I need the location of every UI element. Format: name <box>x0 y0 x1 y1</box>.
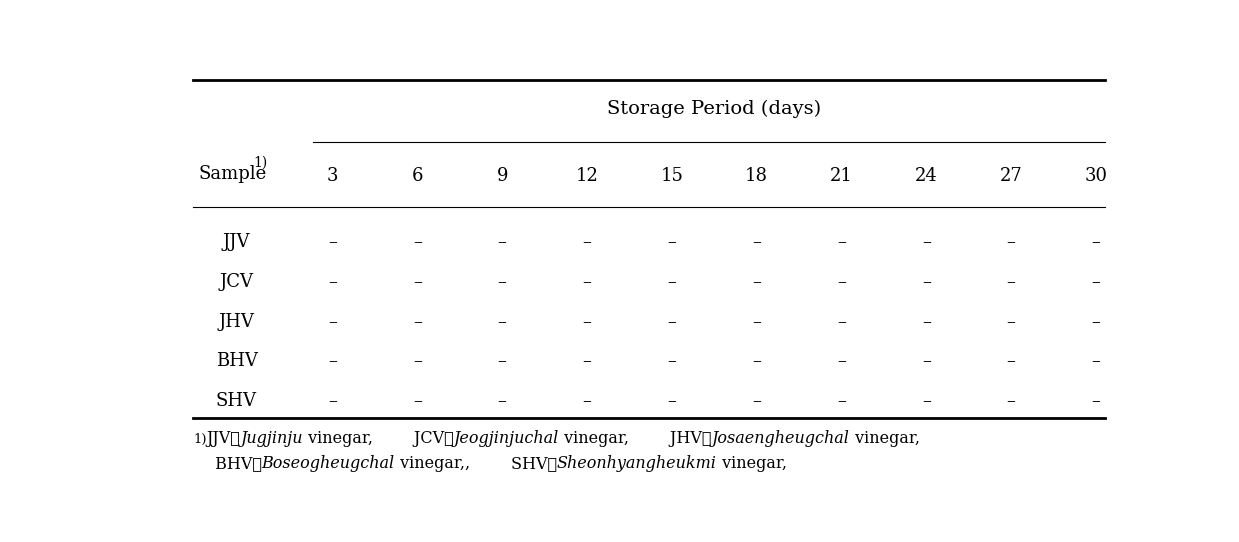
Text: –: – <box>922 273 930 291</box>
Text: –: – <box>838 273 846 291</box>
Text: –: – <box>922 234 930 251</box>
Text: Jugjinju: Jugjinju <box>240 430 304 447</box>
Text: BHV: BHV <box>216 352 258 370</box>
Text: –: – <box>1006 313 1016 331</box>
Text: –: – <box>328 352 337 370</box>
Text: JJV：: JJV： <box>207 430 240 447</box>
Text: 15: 15 <box>660 166 683 185</box>
Text: –: – <box>668 234 676 251</box>
Text: –: – <box>668 352 676 370</box>
Text: 9: 9 <box>497 166 508 185</box>
Text: –: – <box>498 352 507 370</box>
Text: –: – <box>838 313 846 331</box>
Text: –: – <box>582 313 591 331</box>
Text: 3: 3 <box>327 166 338 185</box>
Text: –: – <box>1092 234 1100 251</box>
Text: –: – <box>328 313 337 331</box>
Text: Sheonhyangheukmi: Sheonhyangheukmi <box>558 455 717 472</box>
Text: BHV：: BHV： <box>209 455 261 472</box>
Text: –: – <box>413 352 421 370</box>
Text: –: – <box>1092 352 1100 370</box>
Text: Boseogheugchal: Boseogheugchal <box>261 455 395 472</box>
Text: 1): 1) <box>254 156 268 170</box>
Text: –: – <box>582 234 591 251</box>
Text: –: – <box>1006 273 1016 291</box>
Text: –: – <box>1092 313 1100 331</box>
Text: –: – <box>752 313 761 331</box>
Text: 12: 12 <box>576 166 598 185</box>
Text: –: – <box>1092 273 1100 291</box>
Text: –: – <box>413 234 421 251</box>
Text: –: – <box>668 273 676 291</box>
Text: –: – <box>752 352 761 370</box>
Text: 30: 30 <box>1084 166 1108 185</box>
Text: –: – <box>1092 392 1100 410</box>
Text: –: – <box>1006 352 1016 370</box>
Text: Josaengheugchal: Josaengheugchal <box>711 430 850 447</box>
Text: JCV：: JCV： <box>373 430 453 447</box>
Text: –: – <box>582 392 591 410</box>
Text: –: – <box>922 352 930 370</box>
Text: –: – <box>328 234 337 251</box>
Text: 18: 18 <box>745 166 768 185</box>
Text: JHV：: JHV： <box>629 430 711 447</box>
Text: JJV: JJV <box>223 234 250 251</box>
Text: –: – <box>498 234 507 251</box>
Text: –: – <box>668 392 676 410</box>
Text: –: – <box>498 273 507 291</box>
Text: JHV: JHV <box>218 313 254 331</box>
Text: SHV: SHV <box>216 392 256 410</box>
Text: –: – <box>413 313 421 331</box>
Text: 27: 27 <box>1000 166 1022 185</box>
Text: –: – <box>498 313 507 331</box>
Text: –: – <box>752 234 761 251</box>
Text: 1): 1) <box>193 433 207 446</box>
Text: –: – <box>413 392 421 410</box>
Text: vinegar,: vinegar, <box>559 430 629 447</box>
Text: –: – <box>1006 392 1016 410</box>
Text: –: – <box>582 273 591 291</box>
Text: Jeogjinjuchal: Jeogjinjuchal <box>453 430 559 447</box>
Text: –: – <box>1006 234 1016 251</box>
Text: vinegar,: vinegar, <box>304 430 373 447</box>
Text: –: – <box>922 313 930 331</box>
Text: Storage Period (days): Storage Period (days) <box>607 100 821 118</box>
Text: –: – <box>752 392 761 410</box>
Text: –: – <box>838 234 846 251</box>
Text: –: – <box>413 273 421 291</box>
Text: 21: 21 <box>830 166 852 185</box>
Text: –: – <box>838 352 846 370</box>
Text: 6: 6 <box>411 166 422 185</box>
Text: vinegar,,: vinegar,, <box>395 455 470 472</box>
Text: –: – <box>922 392 930 410</box>
Text: –: – <box>498 392 507 410</box>
Text: –: – <box>668 313 676 331</box>
Text: –: – <box>752 273 761 291</box>
Text: vinegar,: vinegar, <box>717 455 787 472</box>
Text: JCV: JCV <box>219 273 254 291</box>
Text: 24: 24 <box>914 166 938 185</box>
Text: –: – <box>328 392 337 410</box>
Text: –: – <box>838 392 846 410</box>
Text: SHV：: SHV： <box>470 455 558 472</box>
Text: –: – <box>328 273 337 291</box>
Text: vinegar,: vinegar, <box>850 430 919 447</box>
Text: Sample: Sample <box>198 165 266 183</box>
Text: –: – <box>582 352 591 370</box>
